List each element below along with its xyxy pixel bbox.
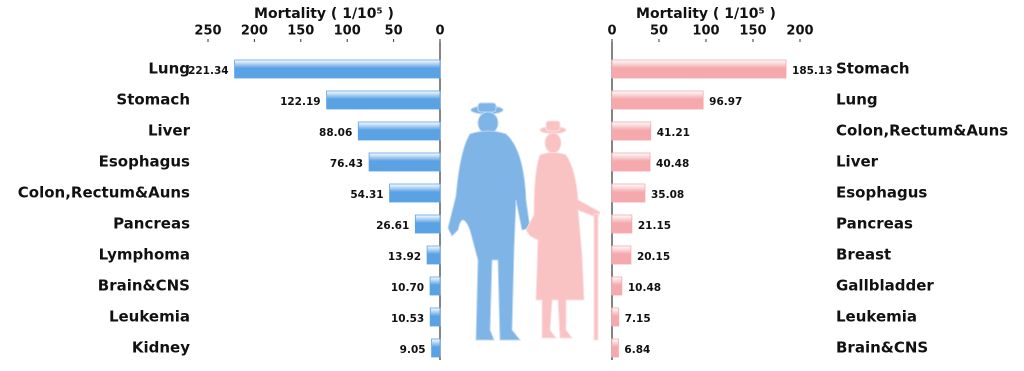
bar <box>426 245 441 265</box>
value-label: 88.06 <box>319 127 352 139</box>
value-label: 7.15 <box>625 313 651 325</box>
category-label: Lung <box>836 91 878 109</box>
bar <box>389 183 441 203</box>
x-tick-label: 100 <box>334 24 361 39</box>
bar <box>326 90 441 110</box>
category-label: Leukemia <box>109 308 190 326</box>
value-label: 76.43 <box>330 158 363 170</box>
category-label: Pancreas <box>113 215 190 233</box>
value-label: 21.15 <box>638 220 671 232</box>
x-tick-label: 50 <box>650 24 668 39</box>
category-label: Brain&CNS <box>836 339 928 357</box>
axis-title: Mortality ( 1/10⁵ ) <box>254 6 394 22</box>
bar <box>429 307 441 327</box>
bar <box>611 276 623 296</box>
woman-silhouette <box>525 120 601 341</box>
category-label: Kidney <box>132 339 190 357</box>
value-label: 185.13 <box>792 65 833 77</box>
value-label: 10.48 <box>628 282 661 294</box>
category-label: Colon,Rectum&Auns <box>18 184 190 202</box>
axis-title: Mortality ( 1/10⁵ ) <box>636 6 776 22</box>
bar <box>234 59 441 79</box>
value-label: 35.08 <box>651 189 684 201</box>
category-label: Colon,Rectum&Auns <box>836 122 1008 140</box>
bar <box>611 245 632 265</box>
category-label: Leukemia <box>836 308 917 326</box>
bar <box>611 90 704 110</box>
value-label: 41.21 <box>657 127 690 139</box>
bar <box>611 307 620 327</box>
category-label: Esophagus <box>99 153 190 171</box>
category-label: Brain&CNS <box>98 277 190 295</box>
category-label: Stomach <box>836 60 910 78</box>
category-label: Liver <box>148 122 191 140</box>
value-label: 26.61 <box>376 220 409 232</box>
category-label: Pancreas <box>836 215 913 233</box>
category-label: Stomach <box>116 91 190 109</box>
value-label: 6.84 <box>624 344 650 356</box>
x-tick-label: 100 <box>692 24 719 39</box>
bar <box>357 121 441 141</box>
x-tick-label: 0 <box>435 24 444 39</box>
value-label: 40.48 <box>656 158 689 170</box>
man-silhouette <box>447 102 531 341</box>
value-label: 9.05 <box>400 344 426 356</box>
bar <box>611 121 652 141</box>
bar <box>431 338 441 358</box>
category-label: Lung <box>148 60 190 78</box>
category-label: Esophagus <box>836 184 927 202</box>
x-tick-label: 200 <box>786 24 813 39</box>
value-label: 96.97 <box>709 96 742 108</box>
x-tick-label: 200 <box>241 24 268 39</box>
bar <box>611 59 787 79</box>
x-tick-label: 250 <box>194 24 221 39</box>
value-label: 20.15 <box>637 251 670 263</box>
bar <box>611 214 633 234</box>
value-label: 54.31 <box>350 189 383 201</box>
value-label: 10.70 <box>391 282 424 294</box>
category-label: Gallbladder <box>836 277 934 295</box>
category-label: Lymphoma <box>99 246 190 264</box>
bar <box>368 152 441 172</box>
bar <box>611 152 651 172</box>
value-label: 221.34 <box>188 65 229 77</box>
value-label: 122.19 <box>280 96 321 108</box>
x-tick-label: 50 <box>385 24 403 39</box>
bar <box>414 214 441 234</box>
value-label: 13.92 <box>388 251 421 263</box>
bar <box>429 276 441 296</box>
bar <box>611 338 619 358</box>
category-label: Liver <box>836 153 879 171</box>
bar <box>611 183 646 203</box>
x-tick-label: 150 <box>739 24 766 39</box>
x-tick-label: 150 <box>287 24 314 39</box>
value-label: 10.53 <box>391 313 424 325</box>
category-label: Breast <box>836 246 891 264</box>
x-tick-label: 0 <box>607 24 616 39</box>
